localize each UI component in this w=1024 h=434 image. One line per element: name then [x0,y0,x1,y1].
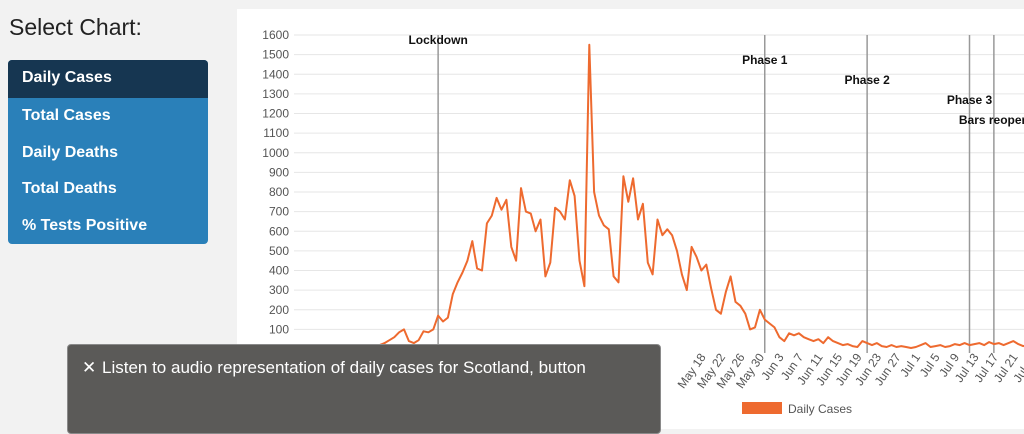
select-chart-title: Select Chart: [9,14,142,40]
annotation-label: Lockdown [408,33,467,47]
y-tick-label: 100 [269,322,289,336]
y-tick-label: 300 [269,283,289,297]
audio-tooltip: ✕ Listen to audio representation of dail… [67,344,661,434]
y-tick-label: 200 [269,303,289,317]
y-tick-label: 1000 [262,146,289,160]
annotation-label: Phase 2 [844,73,890,87]
x-tick-label: Jul 1 [897,350,923,379]
y-tick-label: 1600 [262,28,289,42]
y-tick-label: 800 [269,185,289,199]
y-tick-label: 1200 [262,107,289,121]
daily-cases-series-line [326,43,1024,350]
tooltip-text: Listen to audio representation of daily … [102,358,586,377]
legend-swatch [742,402,782,414]
y-tick-label: 400 [269,264,289,278]
x-tick-label: Jul 5 [917,350,943,379]
chart-menu: Daily Cases Total Cases Daily Deaths Tot… [8,60,208,245]
menu-item-daily-deaths[interactable]: Daily Deaths [22,143,119,161]
y-tick-label: 1500 [262,48,289,62]
y-tick-label: 900 [269,165,289,179]
annotation-label: Bars reopen [959,113,1024,127]
y-tick-label: 1300 [262,87,289,101]
daily-cases-chart: 100 200 300 400 500 600 700 800 900 1000 1100 1200 1… [262,28,1024,416]
legend-label: Daily Cases [788,402,852,416]
y-tick-label: 600 [269,224,289,238]
menu-item-daily-cases[interactable]: Daily Cases [8,60,208,98]
menu-item-total-deaths[interactable]: Total Deaths [22,180,117,198]
y-tick-label: 700 [269,205,289,219]
y-tick-label: 1100 [263,126,289,140]
menu-item-tests-positive[interactable]: % Tests Positive [22,216,148,234]
y-tick-label: 500 [269,244,289,258]
menu-item-total-cases[interactable]: Total Cases [22,107,111,124]
annotation-label: Phase 1 [742,53,788,67]
annotation-label: Phase 3 [947,93,993,107]
close-icon[interactable]: ✕ [82,358,97,377]
y-tick-label: 1400 [262,67,289,81]
